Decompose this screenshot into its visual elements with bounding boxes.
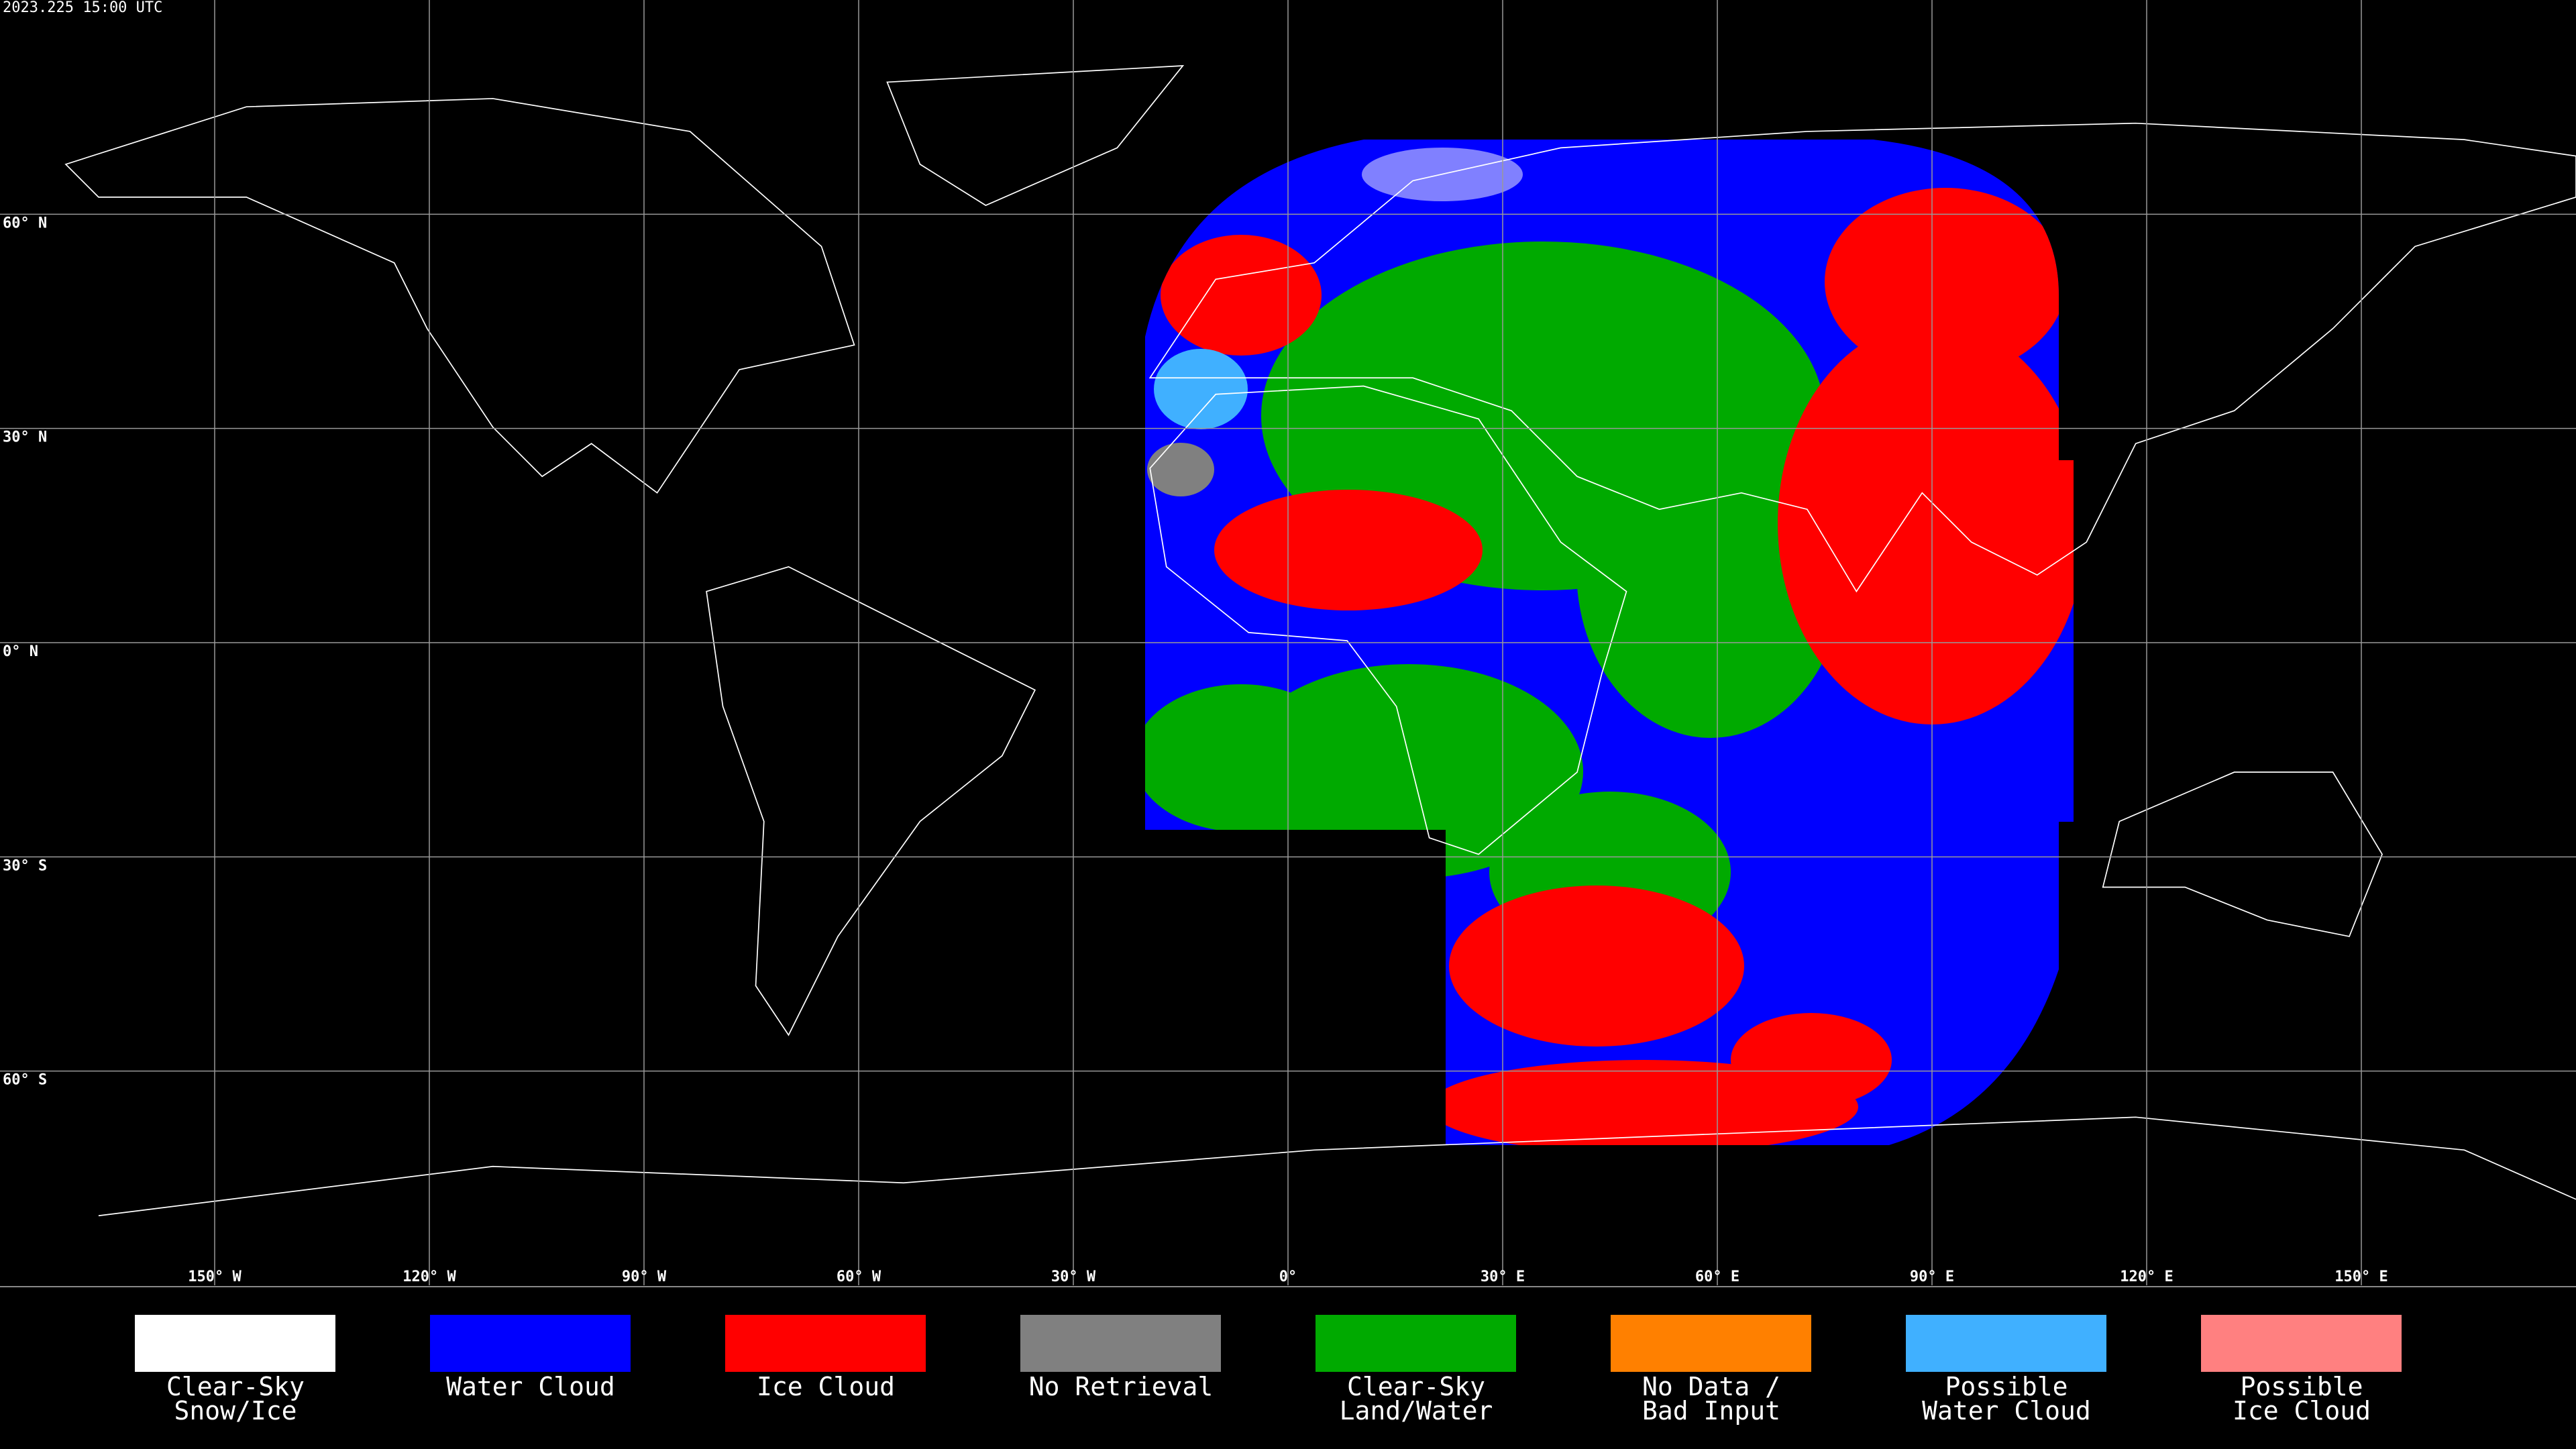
lon-label: 60° E bbox=[1695, 1269, 1739, 1285]
coastlines bbox=[64, 64, 2576, 1217]
lat-label: 30° S bbox=[3, 857, 47, 874]
lon-label: 120° W bbox=[402, 1269, 456, 1285]
lon-label: 60° W bbox=[837, 1269, 881, 1285]
legend-label: Clear-Sky bbox=[1347, 1372, 1485, 1401]
lat-label: 0° N bbox=[3, 643, 38, 660]
legend-label: Ice Cloud bbox=[757, 1372, 895, 1401]
lat-label: 30° N bbox=[3, 429, 47, 446]
lon-label: 120° E bbox=[2120, 1269, 2173, 1285]
lon-label: 30° E bbox=[1481, 1269, 1525, 1285]
legend-label: No Data / bbox=[1642, 1372, 1780, 1401]
legend-label: Possible bbox=[2240, 1372, 2363, 1401]
lon-label: 30° W bbox=[1051, 1269, 1096, 1285]
legend-label: Bad Input bbox=[1642, 1396, 1780, 1426]
legend-label: Land/Water bbox=[1340, 1396, 1493, 1426]
lon-label: 90° E bbox=[1910, 1269, 1954, 1285]
timestamp: 2023.225 15:00 UTC bbox=[3, 0, 162, 16]
graticule: 60° N 30° N 0° N 30° S 60° S 150° W 120° W 90° … bbox=[0, 0, 2576, 1285]
legend-label: Water Cloud bbox=[446, 1372, 615, 1401]
legend-label: No Retrieval bbox=[1029, 1372, 1214, 1401]
legend-label: Possible bbox=[1945, 1372, 2068, 1401]
legend-swatch bbox=[430, 1315, 631, 1372]
lat-label: 60° N bbox=[3, 215, 47, 231]
lon-label: 0° bbox=[1279, 1269, 1297, 1285]
legend-swatch bbox=[1611, 1315, 1811, 1372]
legend-swatch bbox=[1020, 1315, 1221, 1372]
legend-swatch bbox=[725, 1315, 926, 1372]
legend-swatch bbox=[2201, 1315, 2402, 1372]
legend-label: Clear-Sky bbox=[166, 1372, 305, 1401]
lon-label: 150° E bbox=[2334, 1269, 2387, 1285]
legend-label: Water Cloud bbox=[1922, 1396, 2091, 1426]
lat-label: 60° S bbox=[3, 1072, 47, 1089]
legend-label: Snow/Ice bbox=[174, 1396, 297, 1426]
lon-label: 150° W bbox=[188, 1269, 241, 1285]
legend-swatch bbox=[135, 1315, 335, 1372]
legend-label: Ice Cloud bbox=[2233, 1396, 2371, 1426]
lon-label: 90° W bbox=[622, 1269, 667, 1285]
legend-swatch bbox=[1906, 1315, 2106, 1372]
legend-swatch bbox=[1316, 1315, 1516, 1372]
